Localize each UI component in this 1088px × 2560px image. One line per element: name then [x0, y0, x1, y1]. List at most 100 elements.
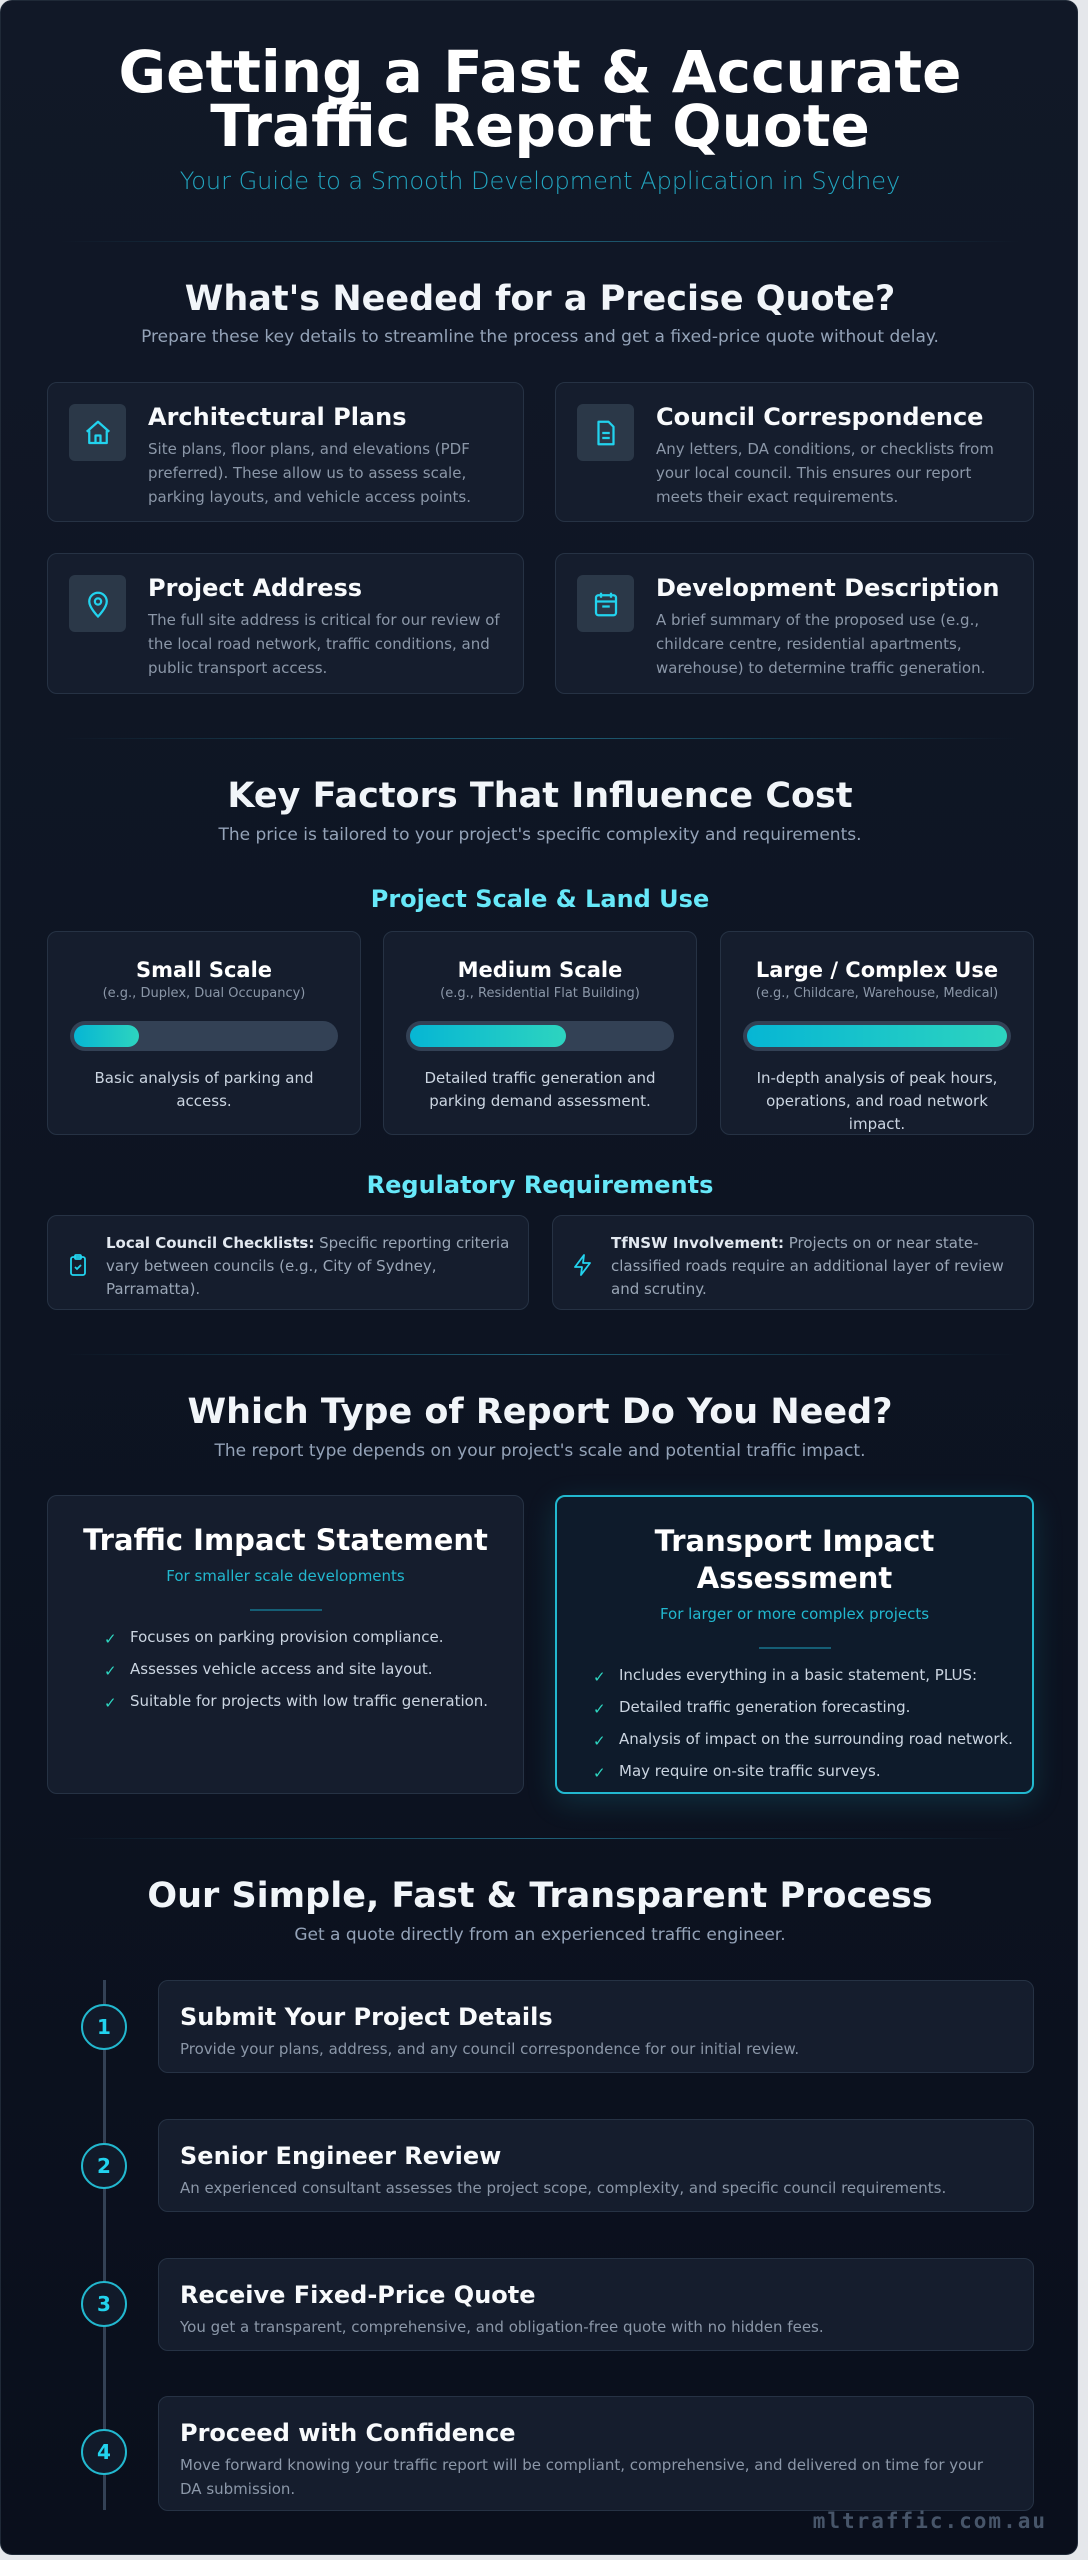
- check-icon: ✓: [593, 1732, 606, 1750]
- check-icon: ✓: [104, 1694, 117, 1712]
- scale-card-medium: Medium Scale (e.g., Residential Flat Bui…: [383, 931, 697, 1135]
- point-text: May require on-site traffic surveys.: [619, 1762, 881, 1780]
- process-step: Proceed with Confidence Move forward know…: [158, 2396, 1034, 2511]
- requirement-title: Architectural Plans: [148, 403, 407, 431]
- list-item: ✓ Includes everything in a basic statemen…: [593, 1665, 1022, 1686]
- scale-text: In-depth analysis of peak hours, operati…: [756, 1069, 998, 1133]
- requirement-text: The full site address is critical for ou…: [148, 611, 500, 677]
- list-item: ✓ Analysis of impact on the surrounding r…: [593, 1729, 1022, 1750]
- process-step: Receive Fixed-Price Quote You get a trans…: [158, 2258, 1034, 2351]
- divider: [249, 1609, 322, 1611]
- scale-level-bar: [70, 1021, 338, 1051]
- scale-level-fill: [410, 1025, 566, 1047]
- timeline-line: [103, 1980, 106, 2510]
- requirement-title: Project Address: [148, 574, 363, 602]
- divider: [61, 1354, 1019, 1355]
- scale-name: Large / Complex Use: [755, 958, 999, 982]
- list-item: ✓ Assesses vehicle access and site layout…: [104, 1659, 523, 1680]
- scale-text: Detailed traffic generation and parking …: [424, 1069, 656, 1110]
- section-title-needed: What's Needed for a Precise Quote?: [184, 279, 896, 319]
- point-text: Suitable for projects with low traffic g…: [130, 1692, 489, 1710]
- scale-name: Small Scale: [135, 958, 273, 982]
- requirement-card: Project Address The full site address is …: [47, 553, 524, 694]
- map-pin-icon: [69, 575, 126, 632]
- scale-example: (e.g., Childcare, Warehouse, Medical): [755, 986, 999, 1001]
- step-text: You get a transparent, comprehensive, an…: [180, 2318, 824, 2336]
- step-title: Receive Fixed-Price Quote: [180, 2281, 536, 2309]
- scale-level-fill: [74, 1025, 139, 1047]
- report-points: ✓ Includes everything in a basic statemen…: [593, 1665, 1022, 1782]
- list-item: ✓ Suitable for projects with low traffic …: [104, 1691, 523, 1712]
- page-subtitle: Your Guide to a Smooth Development Appli…: [179, 167, 901, 195]
- regulatory-card: Local Council Checklists: Specific repor…: [47, 1215, 529, 1310]
- calendar-icon: [577, 575, 634, 632]
- list-item: ✓ Detailed traffic generation forecasting…: [593, 1697, 1022, 1718]
- step-text: Provide your plans, address, and any cou…: [180, 2040, 800, 2058]
- divider: [758, 1647, 831, 1649]
- step-number: 2: [81, 2143, 127, 2189]
- document-icon: [577, 404, 634, 461]
- point-text: Detailed traffic generation forecasting.: [619, 1698, 911, 1716]
- process-step: Senior Engineer Review An experienced con…: [158, 2119, 1034, 2212]
- divider: [61, 241, 1019, 242]
- list-item: ✓ May require on-site traffic surveys.: [593, 1761, 1022, 1782]
- scale-title: Project Scale & Land Use: [370, 885, 710, 913]
- step-title: Senior Engineer Review: [180, 2142, 502, 2170]
- scale-example: (e.g., Residential Flat Building): [440, 986, 640, 1001]
- step-text: An experienced consultant assesses the p…: [180, 2179, 947, 2197]
- requirement-text: Any letters, DA conditions, or checklist…: [656, 440, 994, 506]
- check-icon: ✓: [593, 1764, 606, 1782]
- report-title: Transport Impact Assessment: [654, 1524, 935, 1595]
- report-title: Traffic Impact Statement: [83, 1523, 488, 1557]
- requirement-card: Council Correspondence Any letters, DA co…: [555, 382, 1034, 522]
- report-card-tia: Transport Impact Assessment For larger o…: [555, 1495, 1034, 1794]
- scale-text: Basic analysis of parking and access.: [94, 1069, 314, 1110]
- requirement-text: Site plans, floor plans, and elevations …: [148, 440, 472, 506]
- regulatory-label: Local Council Checklists:: [106, 1234, 315, 1252]
- divider: [61, 738, 1019, 739]
- scale-example: (e.g., Duplex, Dual Occupancy): [102, 986, 306, 1001]
- house-icon: [69, 404, 126, 461]
- point-text: Focuses on parking provision compliance.: [130, 1628, 444, 1646]
- requirement-card: Development Description A brief summary o…: [555, 553, 1034, 694]
- scale-level-bar: [406, 1021, 674, 1051]
- section-subtitle-reports: The report type depends on your project'…: [214, 1441, 866, 1461]
- check-icon: ✓: [593, 1700, 606, 1718]
- regulatory-desc: Specific reporting criteria vary between…: [106, 1234, 510, 1298]
- check-icon: ✓: [104, 1662, 117, 1680]
- page-title: Getting a Fast & Accurate Traffic Report…: [118, 38, 962, 160]
- step-number: 1: [81, 2004, 127, 2050]
- report-for: For smaller scale developments: [166, 1567, 405, 1585]
- section-subtitle-process: Get a quote directly from an experienced…: [294, 1925, 786, 1945]
- scale-level-bar: [743, 1021, 1011, 1051]
- scale-name: Medium Scale: [457, 958, 623, 982]
- requirement-card: Architectural Plans Site plans, floor pla…: [47, 382, 524, 522]
- regulatory-label: TfNSW Involvement:: [611, 1234, 784, 1252]
- point-text: Assesses vehicle access and site layout.: [130, 1660, 433, 1678]
- report-for: For larger or more complex projects: [659, 1605, 930, 1623]
- divider: [61, 1838, 1019, 1839]
- step-title: Proceed with Confidence: [180, 2419, 516, 2447]
- point-text: Analysis of impact on the surrounding ro…: [619, 1730, 1013, 1748]
- step-text: Move forward knowing your traffic report…: [180, 2456, 984, 2498]
- step-number: 3: [81, 2281, 127, 2327]
- point-text: Includes everything in a basic statement…: [619, 1666, 978, 1684]
- regulatory-title: Regulatory Requirements: [366, 1171, 714, 1199]
- list-item: ✓ Focuses on parking provision compliance…: [104, 1627, 523, 1648]
- scale-card-large: Large / Complex Use (e.g., Childcare, Wa…: [720, 931, 1034, 1135]
- process-step: Submit Your Project Details Provide your …: [158, 1980, 1034, 2073]
- regulatory-desc: Projects on or near state-classified roa…: [611, 1234, 1004, 1298]
- requirement-title: Development Description: [656, 574, 1000, 602]
- requirement-text: A brief summary of the proposed use (e.g…: [656, 611, 986, 677]
- section-title-reports: Which Type of Report Do You Need?: [187, 1392, 893, 1432]
- section-subtitle-needed: Prepare these key details to streamline …: [141, 327, 939, 347]
- section-title-process: Our Simple, Fast & Transparent Process: [147, 1876, 933, 1916]
- clipboard-check-icon: [66, 1252, 90, 1282]
- report-points: ✓ Focuses on parking provision compliance…: [48, 1627, 523, 1712]
- section-subtitle-factors: The price is tailored to your project's …: [218, 825, 862, 845]
- check-icon: ✓: [104, 1630, 117, 1648]
- lightning-icon: [571, 1252, 595, 1282]
- section-title-factors: Key Factors That Influence Cost: [227, 776, 853, 816]
- scale-card-small: Small Scale (e.g., Duplex, Dual Occupanc…: [47, 931, 361, 1135]
